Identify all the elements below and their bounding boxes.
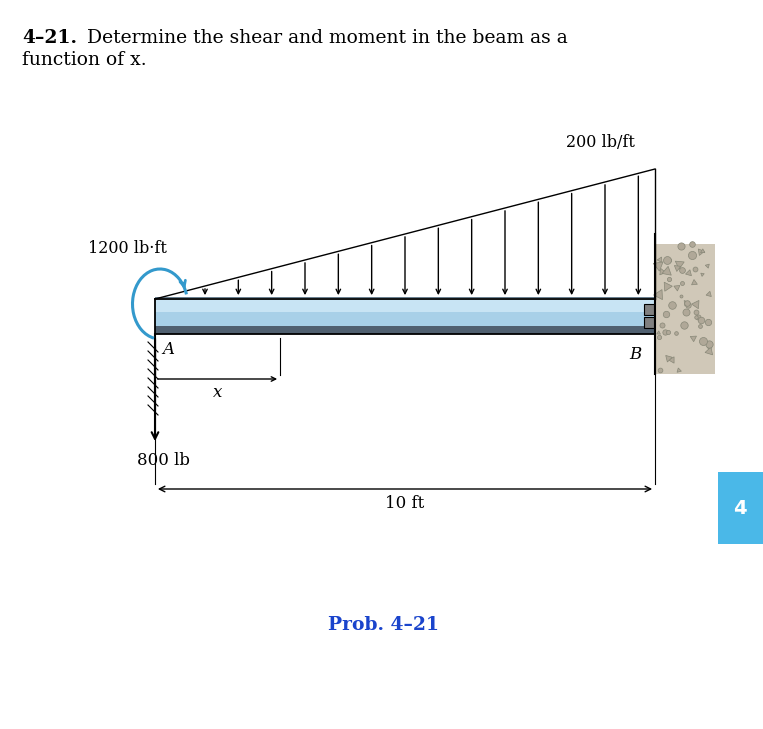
Text: 4: 4 xyxy=(733,499,747,518)
Polygon shape xyxy=(705,347,713,355)
Polygon shape xyxy=(677,368,681,373)
Polygon shape xyxy=(654,289,662,300)
Polygon shape xyxy=(700,273,704,276)
Polygon shape xyxy=(675,261,684,269)
Bar xyxy=(718,472,763,544)
Text: 200 lb/ft: 200 lb/ft xyxy=(565,134,635,151)
Polygon shape xyxy=(660,268,666,275)
Polygon shape xyxy=(657,331,661,334)
Bar xyxy=(155,306,655,327)
Polygon shape xyxy=(665,356,672,362)
Bar xyxy=(155,297,655,311)
Polygon shape xyxy=(705,264,710,268)
Polygon shape xyxy=(674,286,680,291)
Text: B: B xyxy=(629,346,641,363)
Polygon shape xyxy=(691,336,697,342)
Polygon shape xyxy=(698,249,704,255)
Bar xyxy=(155,297,655,306)
Polygon shape xyxy=(706,292,711,297)
Polygon shape xyxy=(653,262,663,271)
Polygon shape xyxy=(668,356,674,363)
Text: function of x.: function of x. xyxy=(22,51,146,69)
Text: x: x xyxy=(213,384,222,401)
Polygon shape xyxy=(674,265,681,271)
Text: 1200 lb·ft: 1200 lb·ft xyxy=(88,240,167,257)
Text: 10 ft: 10 ft xyxy=(385,495,425,512)
Text: Determine the shear and moment in the beam as a: Determine the shear and moment in the be… xyxy=(75,29,568,47)
Text: 800 lb: 800 lb xyxy=(137,452,190,469)
Polygon shape xyxy=(662,266,671,275)
Bar xyxy=(644,304,654,315)
Text: A: A xyxy=(162,341,174,358)
Bar xyxy=(155,326,655,334)
Text: Prob. 4–21: Prob. 4–21 xyxy=(327,616,439,634)
Polygon shape xyxy=(691,300,699,308)
Polygon shape xyxy=(700,249,705,253)
Text: 4–21.: 4–21. xyxy=(22,29,77,47)
Polygon shape xyxy=(691,279,697,285)
Polygon shape xyxy=(685,270,691,276)
Bar xyxy=(655,244,715,374)
Bar xyxy=(644,317,654,328)
Polygon shape xyxy=(657,257,662,262)
Polygon shape xyxy=(707,346,712,351)
Polygon shape xyxy=(664,282,672,292)
Polygon shape xyxy=(684,300,690,306)
